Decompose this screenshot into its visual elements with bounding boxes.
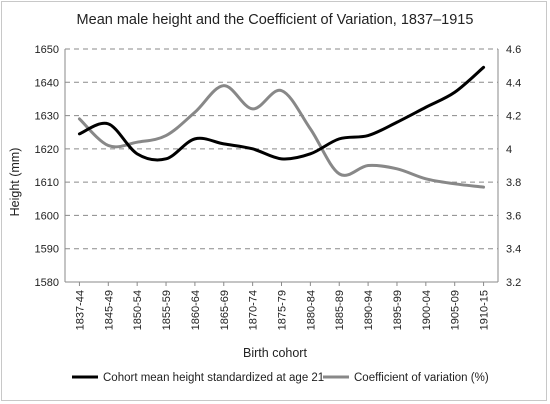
x-tick-label: 1875-79 (277, 290, 289, 330)
gridlines (64, 48, 499, 283)
chart-title: Mean male height and the Coefficient of … (77, 12, 474, 28)
x-axis-ticks: 1837-44 1845-49 1850-54 1855-59 1860-64 1865-… (74, 282, 491, 330)
left-tick-label: 1600 (35, 210, 59, 222)
legend: Cohort mean height standardized at age 2… (72, 372, 489, 384)
left-tick-label: 1650 (35, 44, 59, 56)
right-axis-ticks: 3.2 3.4 3.6 3.8 4 4.2 4.4 4.6 (506, 44, 521, 289)
x-tick-label: 1870-74 (248, 290, 260, 330)
right-tick-label: 3.2 (506, 277, 521, 289)
right-tick-label: 3.6 (506, 210, 521, 222)
legend-label: Cohort mean height standardized at age 2… (103, 372, 324, 384)
left-tick-label: 1630 (35, 111, 59, 123)
right-tick-label: 4.2 (506, 111, 521, 123)
right-tick-label: 3.8 (506, 177, 521, 189)
y-axis-title: Height (mm) (8, 148, 22, 217)
x-tick-label: 1860-64 (190, 290, 202, 330)
x-tick-label: 1865-69 (219, 290, 231, 330)
x-tick-label: 1910-15 (479, 290, 491, 330)
x-tick-label: 1845-49 (103, 290, 115, 330)
series-line-cv (77, 84, 486, 189)
x-tick-label: 1895-99 (392, 290, 404, 330)
x-tick-label: 1850-54 (132, 290, 144, 330)
x-tick-label: 1900-04 (421, 290, 433, 330)
right-tick-label: 4.6 (506, 44, 521, 56)
left-tick-label: 1640 (35, 77, 59, 89)
x-tick-label: 1855-59 (161, 290, 173, 330)
left-tick-label: 1580 (35, 277, 59, 289)
x-tick-label: 1880-84 (305, 290, 317, 330)
x-tick-label: 1837-44 (74, 290, 86, 330)
right-tick-label: 4 (506, 144, 512, 156)
x-tick-label: 1885-89 (334, 290, 346, 330)
right-tick-label: 4.4 (506, 77, 521, 89)
left-tick-label: 1610 (35, 177, 59, 189)
right-tick-label: 3.4 (506, 244, 521, 256)
left-axis-ticks: 1580 1590 1600 1610 1620 1630 1640 1650 (35, 44, 59, 289)
series-lines (77, 65, 486, 189)
x-tick-label: 1890-94 (363, 290, 375, 330)
x-axis-title: Birth cohort (243, 346, 307, 360)
x-tick-label: 1905-09 (450, 290, 462, 330)
legend-label: Coefficient of variation (%) (354, 372, 489, 384)
series-line-height (77, 65, 486, 162)
left-tick-label: 1590 (35, 244, 59, 256)
left-tick-label: 1620 (35, 144, 59, 156)
